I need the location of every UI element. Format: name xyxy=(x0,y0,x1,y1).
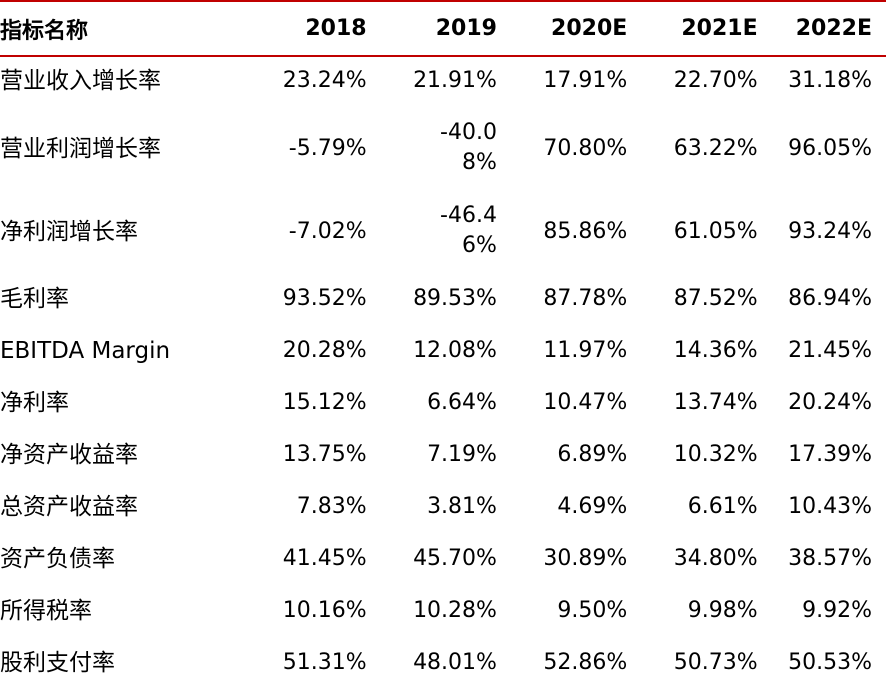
metric-value: 63.22% xyxy=(673,135,758,161)
metric-name: 所得税率 xyxy=(0,598,92,624)
metric-value: 30.89% xyxy=(543,546,628,571)
metric-value: 22.70% xyxy=(673,68,758,93)
metric-value: -40.08% xyxy=(367,107,497,190)
metric-value: -7.02% xyxy=(288,218,367,244)
metric-value: 9.92% xyxy=(802,598,872,623)
metric-value: 10.43% xyxy=(788,494,872,519)
metric-value: 96.05% xyxy=(788,135,872,161)
metric-value: 9.98% xyxy=(687,598,758,623)
metric-name: 总资产收益率 xyxy=(0,494,138,520)
metric-value: 7.19% xyxy=(427,442,497,467)
table-row-roa: 总资产收益率 7.83% 3.81% 4.69% 6.61% 10.43% xyxy=(0,481,886,533)
metric-value: 38.57% xyxy=(788,546,872,571)
header-row: 指标名称 2018 2019 2020E 2021E 2022E xyxy=(0,2,886,55)
metric-value: 93.24% xyxy=(788,218,872,244)
metric-name: 净利润增长率 xyxy=(0,218,138,245)
metric-value: 61.05% xyxy=(673,218,758,244)
metric-value: 10.47% xyxy=(543,390,628,415)
metric-value: 9.50% xyxy=(557,598,628,623)
metric-value: 12.08% xyxy=(413,338,497,363)
metric-value: 51.31% xyxy=(282,650,367,675)
metric-value: 11.97% xyxy=(543,338,628,363)
metric-value: 6.89% xyxy=(557,442,628,467)
metric-value: 15.12% xyxy=(282,390,367,415)
metric-value: -46.46% xyxy=(367,190,497,273)
metric-value: 6.61% xyxy=(687,494,758,519)
header-metric-name: 指标名称 xyxy=(0,18,89,44)
metric-value: 31.18% xyxy=(788,68,872,93)
table-row-tax-rate: 所得税率 10.16% 10.28% 9.50% 9.98% 9.92% xyxy=(0,585,886,637)
metric-value: 87.52% xyxy=(673,286,758,311)
metric-name: 股利支付率 xyxy=(0,650,115,676)
metric-name: 毛利率 xyxy=(0,286,69,312)
metric-value: 52.86% xyxy=(543,650,628,675)
metric-value: 10.32% xyxy=(673,442,758,467)
metric-name: 资产负债率 xyxy=(0,546,115,572)
metric-value-text: -40.08% xyxy=(440,120,497,175)
metric-name: 净资产收益率 xyxy=(0,442,138,468)
header-year-2018: 2018 xyxy=(305,16,367,41)
metric-value: 21.91% xyxy=(413,68,497,93)
metric-value: 23.24% xyxy=(282,68,367,93)
metric-value: 6.64% xyxy=(427,390,497,415)
header-year-2020e: 2020E xyxy=(551,16,628,41)
metric-value: 10.16% xyxy=(282,598,367,623)
metric-value: 13.75% xyxy=(282,442,367,467)
table-row-payout-ratio: 股利支付率 51.31% 48.01% 52.86% 50.73% 50.53% xyxy=(0,637,886,689)
metric-value: 17.39% xyxy=(788,442,872,467)
table-row-roe: 净资产收益率 13.75% 7.19% 6.89% 10.32% 17.39% xyxy=(0,429,886,481)
metric-value: 48.01% xyxy=(413,650,497,675)
table-row-gross-margin: 毛利率 93.52% 89.53% 87.78% 87.52% 86.94% xyxy=(0,273,886,325)
table-row-ebitda-margin: EBITDA Margin 20.28% 12.08% 11.97% 14.36% 21.… xyxy=(0,325,886,377)
metric-value: 87.78% xyxy=(543,286,628,311)
metric-value: 17.91% xyxy=(543,68,628,93)
metric-value: 3.81% xyxy=(427,494,497,519)
metric-value: 45.70% xyxy=(413,546,497,571)
metric-value: 10.28% xyxy=(413,598,497,623)
metric-name: 净利率 xyxy=(0,390,69,416)
header-year-2021e: 2021E xyxy=(681,16,758,41)
header-rule xyxy=(0,55,886,57)
metric-value: 89.53% xyxy=(413,286,497,311)
metric-value: 20.24% xyxy=(788,390,872,415)
metric-value: 4.69% xyxy=(557,494,628,519)
top-rule xyxy=(0,0,886,2)
metric-value: 14.36% xyxy=(673,338,758,363)
metric-value: 50.53% xyxy=(788,650,872,675)
metric-value: 13.74% xyxy=(673,390,758,415)
metric-value: 41.45% xyxy=(282,546,367,571)
metric-name: EBITDA Margin xyxy=(0,338,171,364)
metric-value: 34.80% xyxy=(673,546,758,571)
metric-value: 21.45% xyxy=(788,338,872,363)
table-row-net-margin: 净利率 15.12% 6.64% 10.47% 13.74% 20.24% xyxy=(0,377,886,429)
metric-value-text: -46.46% xyxy=(440,203,497,258)
metric-value: 86.94% xyxy=(788,286,872,311)
metric-value: 20.28% xyxy=(282,338,367,363)
metric-name: 营业利润增长率 xyxy=(0,135,161,162)
metric-value: -5.79% xyxy=(288,135,367,161)
metric-value: 70.80% xyxy=(543,135,628,161)
metric-value: 50.73% xyxy=(673,650,758,675)
metric-value: 93.52% xyxy=(282,286,367,311)
table-row-operating-profit-growth: 营业利润增长率 -5.79% -40.08% 70.80% 63.22% 96.05% xyxy=(0,107,886,190)
metric-value: 7.83% xyxy=(296,494,367,519)
metric-name: 营业收入增长率 xyxy=(0,68,161,94)
header-year-2022e: 2022E xyxy=(795,16,872,41)
metric-value: 85.86% xyxy=(543,218,628,244)
table-row-revenue-growth: 营业收入增长率 23.24% 21.91% 17.91% 22.70% 31.18% xyxy=(0,55,886,107)
table-row-debt-ratio: 资产负债率 41.45% 45.70% 30.89% 34.80% 38.57% xyxy=(0,533,886,585)
header-year-2019: 2019 xyxy=(435,16,497,41)
table-row-net-profit-growth: 净利润增长率 -7.02% -46.46% 85.86% 61.05% 93.24% xyxy=(0,190,886,273)
